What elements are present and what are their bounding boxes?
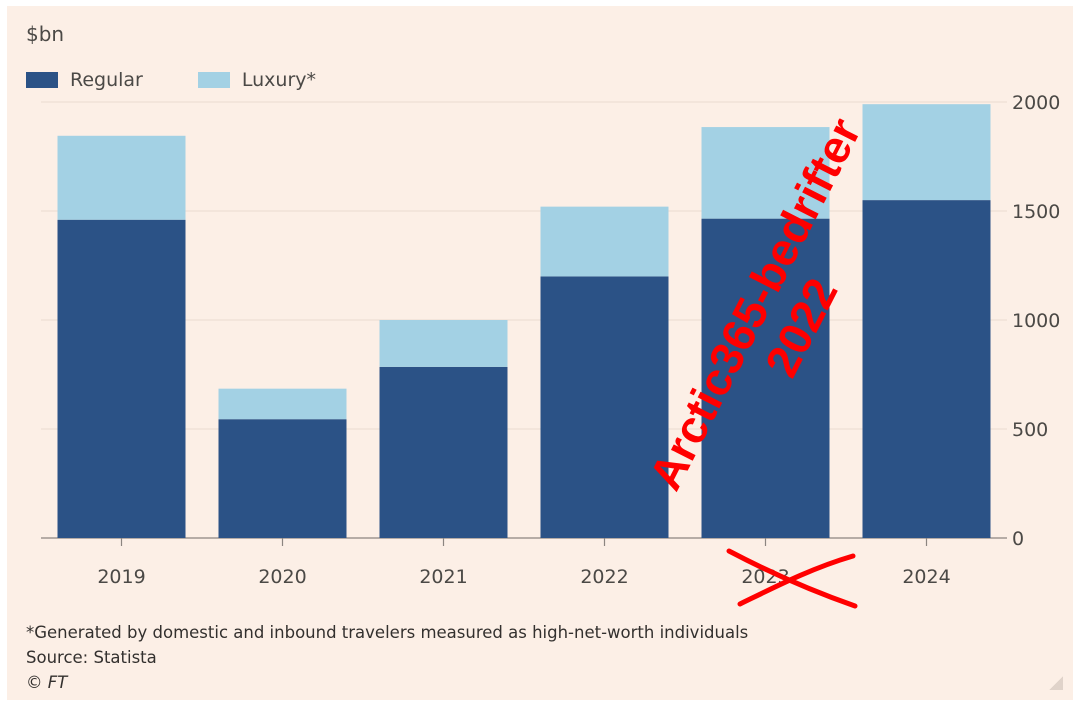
y-tick-label: 0 <box>1012 528 1024 550</box>
bar-regular <box>540 276 669 538</box>
bar-regular <box>701 218 830 538</box>
x-tick-label: 2020 <box>258 566 306 588</box>
source-text: Source: Statista <box>26 648 157 667</box>
legend-label-regular: Regular <box>70 69 143 91</box>
unit-label: $bn <box>26 22 65 46</box>
x-tick-label: 2022 <box>580 566 628 588</box>
copyright-text: © FT <box>26 673 68 692</box>
x-tick-label: 2023 <box>741 566 789 588</box>
strike-mark <box>737 553 856 607</box>
x-tick-label: 2024 <box>902 566 950 588</box>
legend-item-regular: Regular <box>26 69 143 91</box>
x-tick-label: 2019 <box>97 566 145 588</box>
bar-chart: 0 500 1000 1500 2000 2019 2020 2021 2022 2023 2024… <box>41 92 1060 609</box>
legend: Regular Luxury* <box>26 69 371 91</box>
legend-item-luxury: Luxury* <box>197 69 317 91</box>
bar-regular <box>218 419 347 538</box>
y-tick-label: 1000 <box>1012 310 1060 332</box>
bar-regular <box>379 366 508 538</box>
bar-luxury <box>379 320 508 367</box>
legend-label-luxury: Luxury* <box>241 69 317 91</box>
y-tick-label: 1500 <box>1012 201 1060 223</box>
chart-panel: $bn Regular Luxury* 0 500 1000 1500 2000 2019… <box>7 6 1073 700</box>
bar-luxury <box>862 104 991 201</box>
bar-luxury <box>218 388 347 420</box>
bar-regular <box>862 200 991 538</box>
footnote-text: *Generated by domestic and inbound trave… <box>26 623 749 642</box>
legend-swatch-regular <box>26 72 58 88</box>
legend-swatch-luxury <box>197 72 230 88</box>
x-tick-label: 2021 <box>419 566 467 588</box>
resize-grip[interactable] <box>1049 676 1063 690</box>
bar-luxury <box>540 206 669 277</box>
bar-luxury <box>701 127 830 219</box>
chart-footer: *Generated by domestic and inbound trave… <box>26 620 748 695</box>
y-tick-label: 2000 <box>1012 92 1060 114</box>
bar-luxury <box>57 135 186 220</box>
bar-regular <box>57 219 186 538</box>
y-tick-label: 500 <box>1012 419 1048 441</box>
